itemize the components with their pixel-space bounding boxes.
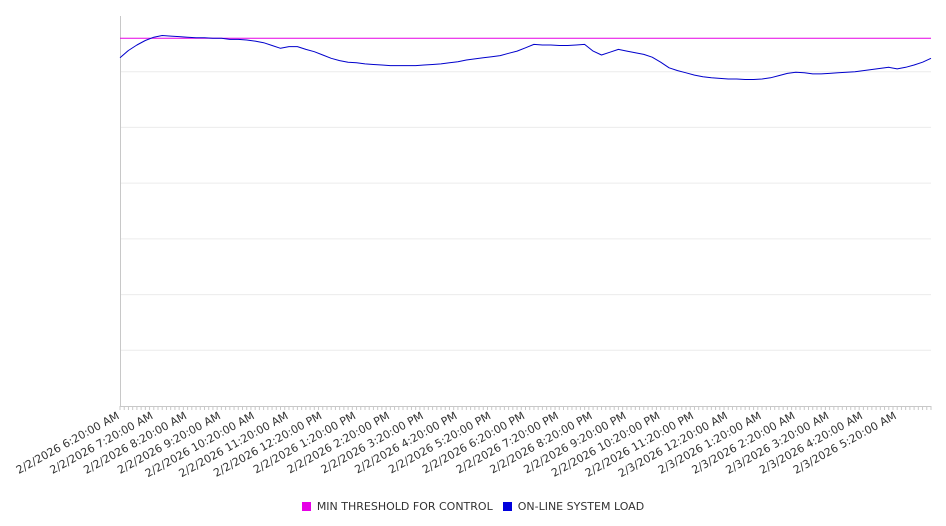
legend-label-system-load: ON-LINE SYSTEM LOAD xyxy=(517,499,645,513)
legend-swatch-threshold xyxy=(301,501,311,511)
legend-item-system-load[interactable]: ON-LINE SYSTEM LOAD xyxy=(502,499,645,513)
grid xyxy=(120,71,931,351)
series-line-system-load xyxy=(119,35,932,80)
series-lines xyxy=(119,35,932,80)
x-axis-minor-ticks xyxy=(119,406,932,410)
legend: MIN THRESHOLD FOR CONTROL ON-LINE SYSTEM… xyxy=(0,497,946,515)
legend-label-threshold: MIN THRESHOLD FOR CONTROL xyxy=(316,499,493,513)
axes xyxy=(120,16,931,407)
legend-swatch-system-load xyxy=(502,501,512,511)
x-axis-tick-labels: 2/2/2026 6:20:00 AM2/2/2026 7:20:00 AM2/… xyxy=(14,409,899,480)
legend-item-threshold[interactable]: MIN THRESHOLD FOR CONTROL xyxy=(301,499,493,513)
